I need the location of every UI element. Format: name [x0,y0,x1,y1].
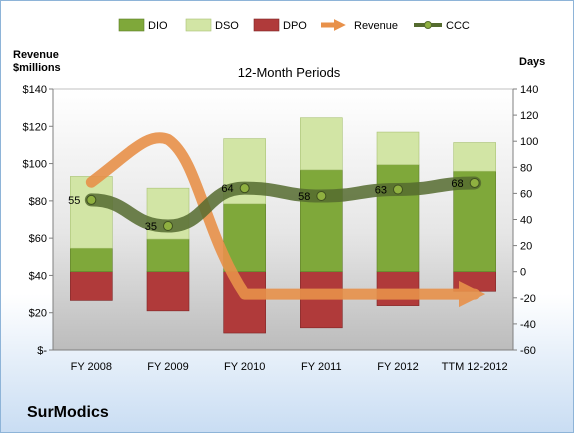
y-left-axis-label-line2: $millions [13,62,61,74]
axes-layer: $- $20 $40 $60 $80 $100 $120 $140 -60 -40 -20 0 20 40… [23,84,539,373]
legend-label-dpo: DPO [283,20,307,32]
y-left-tick-label-6: $120 [23,121,47,133]
ccc-marker-3 [316,191,327,202]
legend: DIO DSO DPO Revenue CCC [118,18,470,32]
y-left-tick-label-7: $140 [23,84,47,96]
y-left-tick-label-0: $- [37,345,47,357]
ccc-line [84,176,482,233]
ccc-data-label-5: 68 [451,178,463,190]
x-category-label-4: FY 2012 [377,361,418,373]
bar-dso-4 [376,131,420,165]
y-right-tick-label-1: -40 [520,319,536,331]
ccc-marker-5 [469,177,480,188]
y-right-tick-label-8: 100 [520,136,538,148]
ccc-marker-4 [393,184,403,195]
legend-swatch-dpo [253,18,280,32]
legend-swatch-dso [185,18,212,32]
ccc-data-label-1: 35 [145,221,157,233]
x-category-label-1: FY 2009 [147,361,188,373]
y-left-tick-label-4: $80 [29,196,47,208]
bar-dpo-2 [223,271,266,334]
y-left-tick-label-2: $40 [29,270,47,282]
bar-dpo-0 [70,271,113,301]
company-name: SurModics [27,404,109,421]
ccc-data-label-0: 55 [68,195,80,207]
bar-dso-0 [70,176,113,249]
legend-label-revenue: Revenue [354,20,398,32]
bar-dso-5 [453,142,496,172]
bar-dpo-3 [300,271,343,329]
x-category-label-5: TTM 12-2012 [442,361,508,373]
y-right-tick-label-6: 60 [520,188,532,200]
y-right-tick-label-2: -20 [520,293,536,305]
bars-layer [70,117,496,334]
ccc-marker-2 [239,183,250,194]
y-left-tick-label-3: $60 [29,233,47,245]
legend-swatch-ccc-marker [424,21,432,29]
x-category-label-3: FY 2011 [301,361,342,373]
ccc-marker-1 [163,221,173,232]
ccc-marker-0 [86,194,97,205]
bar-dio-3 [300,169,343,273]
legend-label-ccc: CCC [446,20,470,32]
chart-title: 12-Month Periods [238,65,341,80]
bar-dio-4 [376,164,420,273]
y-right-tick-label-3: 0 [520,267,526,279]
revenue-line [85,132,486,308]
y-right-tick-label-5: 40 [520,215,532,227]
y-right-tick-label-9: 120 [520,110,538,122]
plot-area [52,88,514,351]
legend-swatch-dio [118,18,145,32]
legend-label-dso: DSO [215,20,239,32]
bar-dio-0 [70,247,113,273]
ccc-data-label-2: 64 [221,183,233,195]
y-left-tick-label-5: $100 [23,159,47,171]
bar-dso-3 [300,117,343,171]
bar-dio-1 [146,238,190,272]
ccc-data-label-3: 58 [298,191,310,203]
x-category-label-0: FY 2008 [71,361,112,373]
y-right-tick-label-10: 140 [520,84,538,96]
ccc-data-label-4: 63 [375,184,387,196]
y-right-tick-label-4: 20 [520,241,532,253]
bar-dpo-1 [146,271,190,312]
bar-dpo-5 [453,271,496,292]
legend-label-dio: DIO [148,20,168,32]
y-right-tick-label-7: 80 [520,162,532,174]
x-category-label-2: FY 2010 [224,361,265,373]
lines-layer: 55 35 64 58 63 68 [68,132,486,308]
y-left-axis-label-line1: Revenue [13,49,59,61]
y-left-tick-label-1: $20 [29,308,47,320]
y-right-axis-label: Days [519,56,545,68]
y-right-tick-label-0: -60 [520,345,536,357]
